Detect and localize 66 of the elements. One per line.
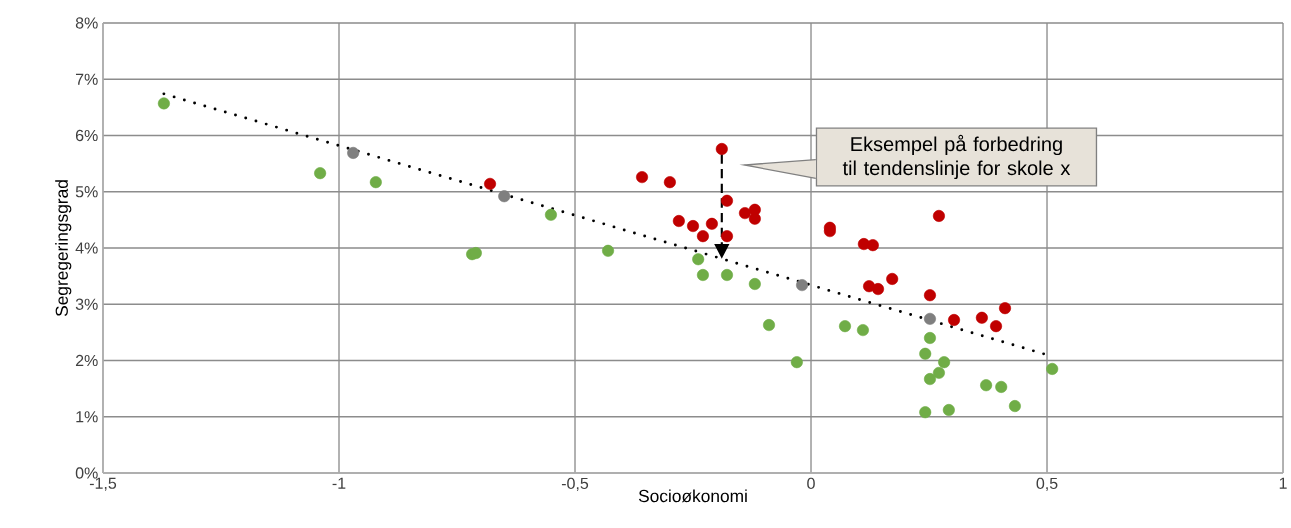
point — [672, 214, 685, 227]
point — [705, 217, 718, 230]
point — [919, 347, 932, 360]
point — [347, 146, 360, 159]
point — [636, 171, 649, 184]
point — [484, 177, 497, 190]
x-tick-label: 1 — [1279, 477, 1287, 489]
point — [314, 167, 327, 180]
point — [923, 289, 936, 302]
point — [932, 209, 945, 222]
point — [720, 230, 733, 243]
point — [498, 190, 511, 203]
point — [796, 279, 809, 292]
point — [1046, 362, 1059, 375]
x-tick-label: -1,5 — [89, 477, 117, 491]
point — [919, 406, 932, 419]
point — [999, 302, 1012, 315]
point — [738, 207, 751, 220]
y-tick-label: 8% — [75, 17, 98, 29]
point — [1008, 400, 1021, 413]
point — [923, 331, 936, 344]
y-tick-label: 6% — [75, 129, 98, 142]
y-tick-label: 1% — [76, 411, 98, 423]
point — [748, 277, 761, 290]
y-tick-label: 3% — [75, 298, 98, 310]
point — [692, 253, 705, 266]
point — [872, 283, 885, 296]
y-tick-label: 4% — [75, 242, 98, 254]
x-axis-title: Socioøkonomi — [638, 489, 747, 503]
point — [696, 230, 709, 243]
point — [923, 312, 936, 325]
point — [866, 239, 879, 252]
point — [720, 268, 733, 281]
point — [942, 404, 955, 416]
point — [763, 319, 775, 332]
point — [995, 380, 1008, 393]
y-axis-title: Segregeringsgrad — [55, 180, 72, 317]
point — [544, 208, 557, 221]
point — [720, 194, 733, 207]
point — [856, 324, 869, 337]
point — [696, 268, 709, 281]
point — [838, 320, 851, 333]
point — [157, 97, 170, 110]
y-tick-label: 2% — [75, 354, 98, 367]
point — [932, 366, 945, 379]
x-tick-label: -0,5 — [561, 477, 589, 491]
annotation: Eksempel på forbedring til tendenslinje for skole x — [842, 134, 1071, 180]
point — [923, 373, 936, 386]
point — [975, 311, 988, 324]
point — [886, 272, 899, 285]
y-tick-label: 0% — [75, 467, 98, 479]
x-tick-label: 0 — [807, 477, 815, 490]
point — [790, 356, 803, 369]
y-tick-label: 7% — [75, 73, 98, 85]
x-tick-label: 0,5 — [1036, 477, 1058, 491]
point — [602, 244, 615, 257]
point — [990, 320, 1003, 333]
x-tick-label: -1 — [332, 477, 346, 489]
point — [715, 142, 728, 155]
point — [938, 356, 951, 369]
point — [980, 379, 993, 392]
point — [663, 176, 676, 189]
point — [948, 313, 961, 326]
y-tick-label: 5% — [75, 186, 98, 198]
point — [687, 220, 700, 233]
point — [369, 176, 382, 189]
